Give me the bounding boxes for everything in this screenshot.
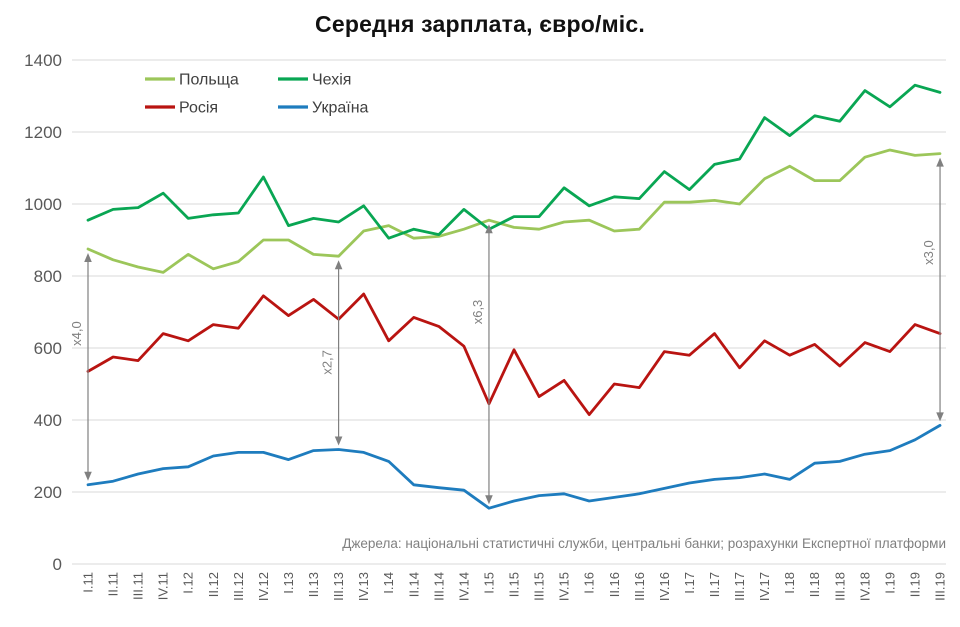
- annotation-ratio-2015: x6,3: [470, 224, 493, 505]
- x-axis-tick-label: IV.18: [857, 572, 872, 601]
- y-axis-tick-label: 600: [34, 339, 62, 358]
- legend-label-russia: Росія: [179, 100, 218, 117]
- arrowhead-down-icon: [485, 495, 493, 505]
- y-axis-tick-label: 0: [53, 555, 62, 574]
- annotation-ratio-2011: x4,0: [69, 253, 92, 481]
- x-axis-tick-label: I.12: [181, 572, 196, 594]
- arrowhead-down-icon: [84, 471, 92, 481]
- legend-item-russia: Росія: [145, 100, 218, 117]
- x-axis-tick-label: IV.11: [156, 572, 171, 600]
- x-axis-tick-label: I.13: [281, 572, 296, 594]
- legend-label-czechia: Чехія: [312, 72, 351, 89]
- x-axis-labels: I.11 II.11 III.11 IV.11 I.12 II.12 III.12 IV.12…: [81, 572, 948, 601]
- arrowhead-down-icon: [936, 412, 944, 422]
- x-axis-tick-label: III.16: [632, 572, 647, 601]
- x-axis-tick-label: IV.13: [356, 572, 371, 601]
- arrowhead-up-icon: [485, 224, 493, 234]
- x-axis-tick-label: III.13: [331, 572, 346, 601]
- x-axis-tick-label: IV.15: [557, 572, 572, 601]
- x-axis-tick-label: I.16: [582, 572, 597, 594]
- x-axis-tick-label: II.19: [908, 572, 923, 597]
- x-axis-tick-label: I.11: [81, 572, 96, 593]
- legend-label-poland: Польща: [179, 72, 239, 89]
- annotation-label: x6,3: [470, 300, 485, 325]
- x-axis-tick-label: IV.17: [757, 572, 772, 601]
- series-line-poland: [86, 148, 942, 274]
- y-axis-tick-label: 1400: [24, 51, 62, 70]
- x-axis-tick-label: IV.16: [657, 572, 672, 601]
- y-axis-tick-label: 800: [34, 267, 62, 286]
- annotation-label: x3,0: [921, 240, 936, 265]
- x-axis-tick-label: II.13: [306, 572, 321, 597]
- gridlines: [72, 59, 946, 565]
- x-axis-tick-label: III.15: [532, 572, 547, 601]
- annotation-ratio-2013: x2,7: [320, 260, 343, 446]
- legend-item-poland: Польща: [145, 72, 239, 89]
- x-axis-tick-label: II.15: [507, 572, 522, 597]
- annotation-ratio-2019: x3,0: [921, 157, 944, 422]
- arrowhead-up-icon: [84, 253, 92, 262]
- x-axis-tick-label: II.18: [807, 572, 822, 597]
- y-axis-tick-label: 400: [34, 411, 62, 430]
- x-axis-tick-label: II.16: [607, 572, 622, 597]
- series-line-ukraine: [86, 423, 942, 510]
- x-axis-tick-label: I.17: [682, 572, 697, 594]
- x-axis-tick-label: IV.12: [256, 572, 271, 601]
- x-axis-tick-label: I.15: [482, 572, 497, 594]
- y-axis-labels: 0 200 400 600 800 1000 1200 1400: [24, 51, 62, 574]
- x-axis-tick-label: III.14: [431, 572, 446, 601]
- x-axis-tick-label: II.17: [707, 572, 722, 597]
- series-lines: [86, 83, 942, 510]
- chart-title: Середня зарплата, євро/міс.: [315, 11, 645, 37]
- annotations: x4,0 x2,7 x6,3 x3,0: [69, 157, 944, 505]
- x-axis-tick-label: II.11: [106, 572, 121, 596]
- x-axis-tick-label: II.12: [206, 572, 221, 597]
- legend-label-ukraine: Україна: [312, 100, 369, 117]
- x-axis-tick-label: III.18: [832, 572, 847, 601]
- x-axis-tick-label: III.17: [732, 572, 747, 601]
- x-axis-tick-label: III.12: [231, 572, 246, 601]
- y-axis-tick-label: 1200: [24, 123, 62, 142]
- x-axis-tick-label: IV.14: [456, 572, 471, 601]
- y-axis-tick-label: 1000: [24, 195, 62, 214]
- x-axis-tick-label: III.11: [131, 572, 146, 600]
- legend: Польща Чехія Росія Україна: [145, 72, 369, 117]
- annotation-label: x4,0: [69, 321, 84, 346]
- x-axis-tick-label: I.19: [882, 572, 897, 594]
- series-line-russia: [86, 292, 942, 417]
- arrowhead-down-icon: [334, 436, 343, 446]
- arrowhead-up-icon: [334, 260, 343, 270]
- series-line-czechia: [86, 83, 942, 240]
- arrowhead-up-icon: [936, 157, 944, 167]
- x-axis-tick-label: I.18: [782, 572, 797, 594]
- x-axis-tick-label: I.14: [381, 572, 396, 594]
- source-note: Джерела: національні статистичні служби,…: [342, 536, 946, 551]
- x-axis-tick-label: III.19: [933, 572, 948, 601]
- y-axis-tick-label: 200: [34, 483, 62, 502]
- annotation-label: x2,7: [320, 350, 335, 375]
- x-axis-tick-label: II.14: [406, 572, 421, 597]
- legend-item-ukraine: Україна: [278, 100, 369, 117]
- legend-item-czechia: Чехія: [278, 72, 351, 89]
